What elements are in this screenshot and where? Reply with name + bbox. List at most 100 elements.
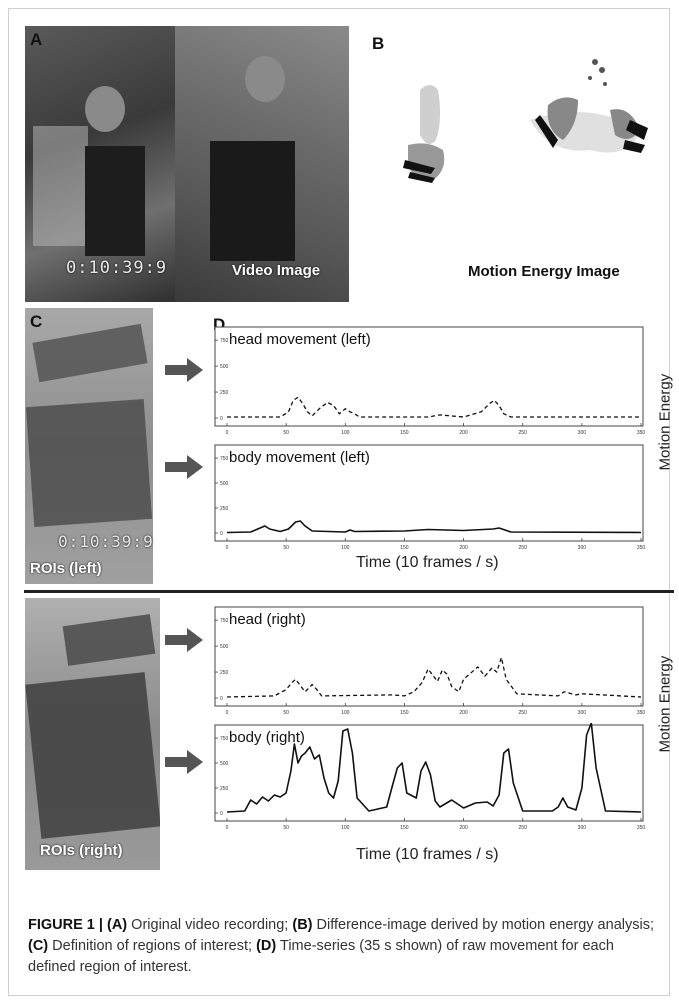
y-axis-label: Motion Energy xyxy=(656,373,674,471)
x-tick-label: 0 xyxy=(226,545,229,551)
figure-frame xyxy=(8,8,670,996)
roi-left-label: ROIs (left) xyxy=(30,560,102,577)
motion-energy-label: Motion Energy Image xyxy=(468,263,620,280)
x-tick-label: 300 xyxy=(578,430,587,436)
x-tick-label: 300 xyxy=(578,710,587,716)
x-tick-label: 150 xyxy=(400,825,409,831)
video-frame-left xyxy=(25,26,175,302)
person-silhouette xyxy=(85,146,145,256)
x-tick-label: 250 xyxy=(519,825,528,831)
plot-area xyxy=(214,606,644,707)
blurred-face xyxy=(245,56,285,102)
series-line xyxy=(226,520,642,534)
chart-title: head movement (left) xyxy=(229,331,371,348)
body-roi xyxy=(25,399,153,527)
head-roi xyxy=(62,614,156,666)
y-tick-label: 250 xyxy=(220,390,229,396)
y-tick-label: 500 xyxy=(220,364,229,370)
caption-tag-b: (B) xyxy=(292,917,313,933)
panel-letter-c: C xyxy=(30,312,43,331)
x-tick-label: 250 xyxy=(519,710,528,716)
roi-frame-right xyxy=(25,598,160,870)
caption-text-b: Difference-image derived by motion energ… xyxy=(316,917,654,933)
x-tick-label: 150 xyxy=(400,710,409,716)
figure-caption: FIGURE 1 | (A) Original video recording;… xyxy=(28,915,658,978)
section-divider xyxy=(24,590,674,593)
arrow-icon xyxy=(165,750,203,774)
y-tick-label: 0 xyxy=(220,811,223,817)
y-tick-label: 750 xyxy=(220,618,229,624)
video-frame-right xyxy=(175,26,349,302)
y-tick-label: 750 xyxy=(220,338,229,344)
x-tick-label: 0 xyxy=(226,825,229,831)
x-axis-label: Time (10 frames / s) xyxy=(356,846,499,863)
caption-tag-a: (A) xyxy=(107,917,128,933)
x-tick-label: 200 xyxy=(459,545,468,551)
panel-letter-a: A xyxy=(30,30,43,49)
x-tick-label: 350 xyxy=(637,430,645,436)
video-image-label: Video Image xyxy=(232,262,321,279)
y-tick-label: 0 xyxy=(220,531,223,537)
x-tick-label: 300 xyxy=(578,545,587,551)
x-tick-label: 100 xyxy=(341,430,350,436)
x-tick-label: 250 xyxy=(519,430,528,436)
chart-body-right: 0 250 500 750 0 50 100 150 200 250 300 350 body (rig… xyxy=(214,723,645,831)
x-tick-label: 50 xyxy=(283,545,289,551)
y-tick-label: 750 xyxy=(220,456,229,462)
chart-head-right: 0 250 500 750 0 50 100 150 200 250 300 350 head (rig… xyxy=(214,606,645,716)
series-line xyxy=(226,723,642,813)
chart-head-left: 0 250 500 750 0 50 100 150 200 250 300 350 head move… xyxy=(214,326,645,436)
y-tick-label: 250 xyxy=(220,786,229,792)
x-tick-label: 0 xyxy=(226,430,229,436)
y-tick-label: 500 xyxy=(220,761,229,767)
head-roi xyxy=(32,323,148,383)
x-tick-label: 200 xyxy=(459,430,468,436)
roi-timecode: 0:10:39:9 xyxy=(58,532,154,551)
roi-right-label: ROIs (right) xyxy=(40,842,123,859)
caption-tag-d: (D) xyxy=(256,938,277,954)
x-tick-label: 350 xyxy=(637,710,645,716)
roi-frame-left xyxy=(25,308,153,584)
plot-area xyxy=(214,444,644,542)
y-tick-label: 500 xyxy=(220,644,229,650)
panel-letter-b: B xyxy=(372,34,385,53)
caption-figure-number: FIGURE 1 | xyxy=(28,917,103,933)
y-tick-label: 0 xyxy=(220,416,223,422)
caption-text-a: Original video recording; xyxy=(131,917,289,933)
x-tick-label: 50 xyxy=(283,430,289,436)
x-tick-label: 350 xyxy=(637,545,645,551)
arrow-icon xyxy=(165,358,203,382)
chart-title: body (right) xyxy=(229,729,305,746)
x-tick-label: 0 xyxy=(226,710,229,716)
caption-text-c: Definition of regions of interest; xyxy=(52,938,253,954)
x-tick-label: 200 xyxy=(459,825,468,831)
chart-title: head (right) xyxy=(229,611,306,628)
y-tick-label: 750 xyxy=(220,736,229,742)
y-tick-label: 250 xyxy=(220,506,229,512)
x-tick-label: 100 xyxy=(341,710,350,716)
body-roi xyxy=(25,672,160,839)
x-tick-label: 350 xyxy=(637,825,645,831)
x-tick-label: 200 xyxy=(459,710,468,716)
y-tick-label: 0 xyxy=(220,696,223,702)
x-tick-label: 100 xyxy=(341,825,350,831)
x-tick-label: 100 xyxy=(341,545,350,551)
x-tick-label: 150 xyxy=(400,545,409,551)
series-line xyxy=(226,656,642,698)
person-silhouette xyxy=(33,126,88,246)
x-tick-label: 50 xyxy=(283,710,289,716)
x-tick-label: 150 xyxy=(400,430,409,436)
chart-body-left: 0 250 500 750 0 50 100 150 200 250 300 350 body move… xyxy=(214,444,645,551)
arrow-icon xyxy=(165,628,203,652)
x-tick-label: 250 xyxy=(519,545,528,551)
caption-tag-c: (C) xyxy=(28,938,49,954)
x-axis-label: Time (10 frames / s) xyxy=(356,554,499,571)
y-tick-label: 250 xyxy=(220,670,229,676)
motion-energy-image xyxy=(403,59,648,183)
person-silhouette xyxy=(210,141,295,261)
y-tick-label: 500 xyxy=(220,481,229,487)
chart-title: body movement (left) xyxy=(229,449,370,466)
timecode: 0:10:39:9 xyxy=(66,258,168,278)
blurred-face xyxy=(85,86,125,132)
x-tick-label: 50 xyxy=(283,825,289,831)
